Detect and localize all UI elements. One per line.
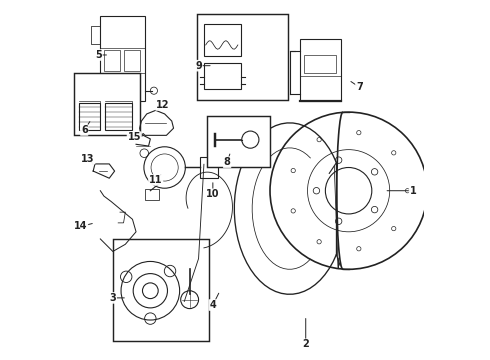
Text: 15: 15 [127,132,141,142]
Bar [207,116,270,167]
Text: 14: 14 [74,221,87,231]
Bar [204,23,242,56]
Text: 7: 7 [356,82,363,92]
Text: 13: 13 [81,154,95,163]
Bar [204,63,242,89]
Text: 1: 1 [410,186,416,196]
Text: 4: 4 [210,300,216,310]
Text: 8: 8 [224,157,231,167]
Text: 3: 3 [109,293,116,303]
Text: 2: 2 [302,339,309,349]
Bar [197,14,288,100]
Bar [304,55,336,73]
Text: 11: 11 [149,175,163,185]
Text: 6: 6 [81,125,88,135]
Bar [100,16,145,102]
Text: 12: 12 [156,100,170,110]
Bar [200,157,218,178]
Text: 5: 5 [95,50,102,60]
Bar [104,50,120,71]
Bar [300,39,342,102]
Bar [74,73,140,135]
Bar [113,239,209,341]
Bar [105,103,132,130]
Bar [79,103,100,130]
Text: 10: 10 [206,189,220,199]
Bar [123,50,140,71]
Bar [145,189,159,200]
Text: 9: 9 [195,61,202,71]
